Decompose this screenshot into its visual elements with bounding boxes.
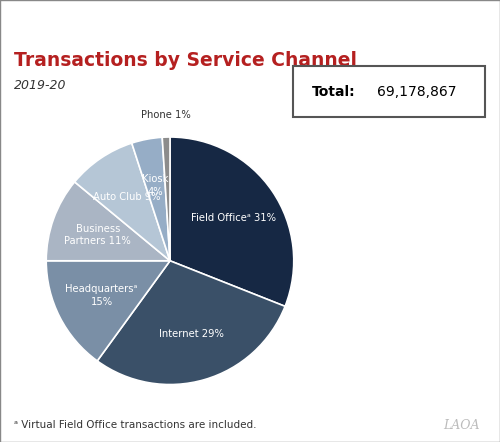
Text: Auto Club 9%: Auto Club 9% xyxy=(93,192,160,202)
Text: Field Officeᵃ 31%: Field Officeᵃ 31% xyxy=(191,213,276,223)
Wedge shape xyxy=(162,137,170,261)
Wedge shape xyxy=(74,143,170,261)
Text: Business
Partners 11%: Business Partners 11% xyxy=(64,224,131,246)
Wedge shape xyxy=(46,261,170,361)
Text: 2019-20: 2019-20 xyxy=(14,79,66,92)
Wedge shape xyxy=(170,137,294,306)
Text: Phone 1%: Phone 1% xyxy=(140,110,190,120)
Wedge shape xyxy=(46,182,170,261)
Text: ᵃ Virtual Field Office transactions are included.: ᵃ Virtual Field Office transactions are … xyxy=(14,420,256,430)
Text: LAOA: LAOA xyxy=(444,419,480,432)
Text: Figure 1: Figure 1 xyxy=(14,9,77,22)
Text: Internet 29%: Internet 29% xyxy=(159,329,224,339)
Text: 69,178,867: 69,178,867 xyxy=(377,85,456,99)
Text: Transactions by Service Channel: Transactions by Service Channel xyxy=(14,51,357,70)
Wedge shape xyxy=(98,261,285,385)
Text: Total:: Total: xyxy=(312,85,356,99)
FancyBboxPatch shape xyxy=(292,66,485,117)
Text: Headquartersᵃ
15%: Headquartersᵃ 15% xyxy=(66,284,138,307)
Text: Kiosk
4%: Kiosk 4% xyxy=(142,174,169,197)
Wedge shape xyxy=(132,137,170,261)
